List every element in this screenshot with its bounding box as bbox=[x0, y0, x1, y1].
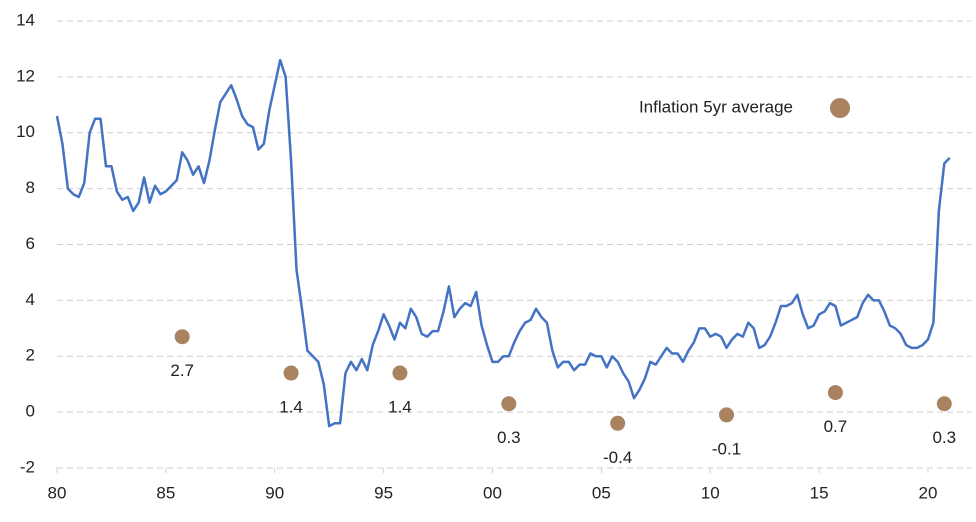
scatter-point bbox=[174, 329, 190, 345]
y-tick-label: 2 bbox=[26, 346, 35, 365]
x-tick-label: 00 bbox=[483, 483, 502, 502]
legend-marker bbox=[830, 98, 850, 118]
y-tick-label: 0 bbox=[26, 402, 35, 421]
data-label: 0.3 bbox=[497, 428, 521, 447]
x-tick-label: 80 bbox=[48, 483, 67, 502]
y-tick-label: -2 bbox=[20, 457, 35, 476]
x-tick-label: 10 bbox=[701, 483, 720, 502]
data-label: -0.4 bbox=[603, 448, 632, 467]
data-label: 2.7 bbox=[170, 361, 194, 380]
scatter-point bbox=[827, 385, 843, 401]
scatter-point bbox=[501, 396, 517, 412]
x-tick-label: 90 bbox=[265, 483, 284, 502]
data-label: 0.3 bbox=[932, 428, 956, 447]
legend-label: Inflation 5yr average bbox=[639, 97, 793, 116]
y-tick-label: 14 bbox=[16, 10, 35, 29]
x-tick-label: 85 bbox=[156, 483, 175, 502]
y-tick-label: 6 bbox=[26, 234, 35, 253]
data-label: 1.4 bbox=[388, 397, 412, 416]
scatter-point bbox=[719, 407, 735, 423]
x-tick-label: 95 bbox=[374, 483, 393, 502]
y-tick-label: 12 bbox=[16, 66, 35, 85]
data-label: 1.4 bbox=[279, 397, 303, 416]
scatter-point bbox=[392, 365, 408, 381]
scatter-point bbox=[936, 396, 952, 412]
line-series bbox=[55, 58, 951, 428]
y-tick-label: 8 bbox=[26, 178, 35, 197]
y-tick-label: 4 bbox=[26, 290, 35, 309]
data-label: 0.7 bbox=[824, 417, 848, 436]
scatter-point bbox=[610, 415, 626, 431]
y-tick-label: 10 bbox=[16, 122, 35, 141]
scatter-point bbox=[283, 365, 299, 381]
data-label: -0.1 bbox=[712, 439, 741, 458]
x-tick-label: 15 bbox=[810, 483, 829, 502]
x-tick-label: 20 bbox=[918, 483, 937, 502]
x-tick-label: 05 bbox=[592, 483, 611, 502]
